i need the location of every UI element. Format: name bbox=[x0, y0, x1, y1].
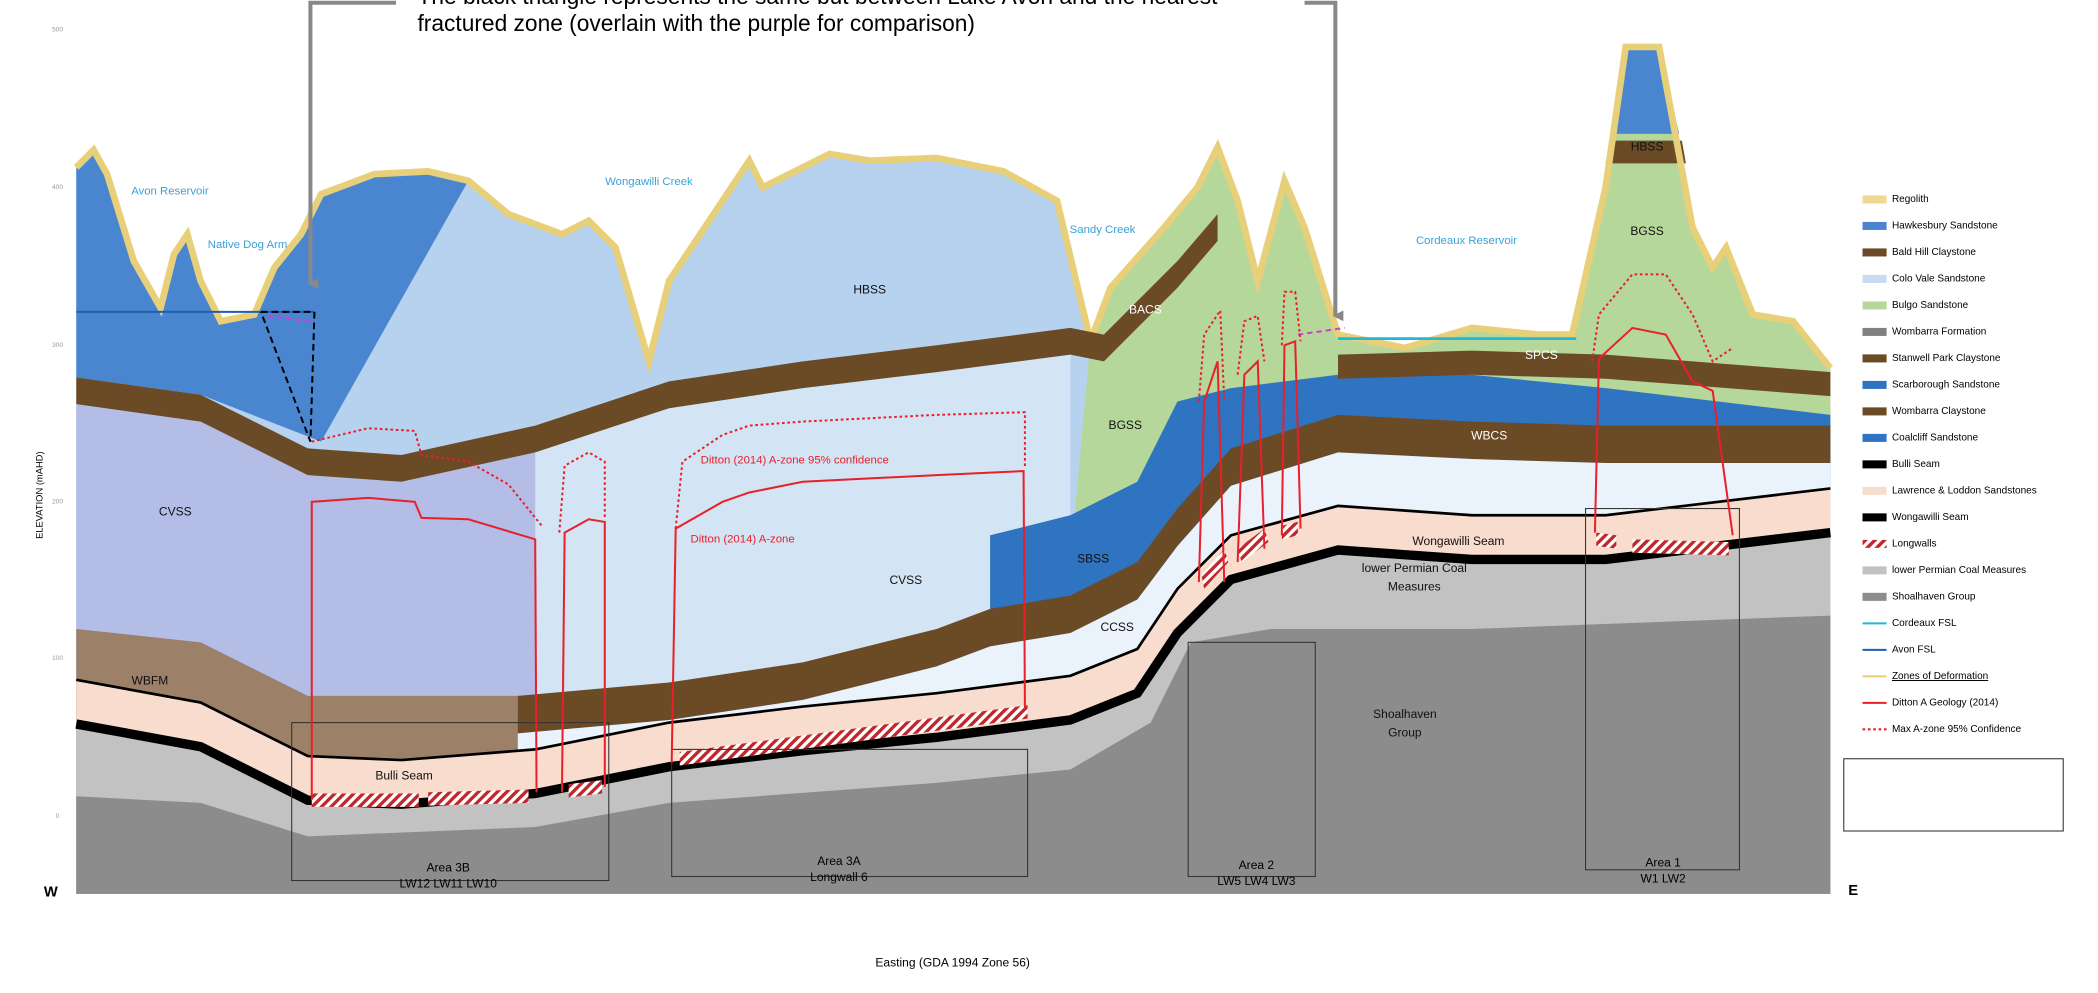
legend-label: Regolith bbox=[1892, 194, 1929, 205]
legend-label: Wombarra Claystone bbox=[1892, 406, 1986, 417]
area-name: Area 2 bbox=[1239, 858, 1275, 872]
zone-label: Ditton (2014) A-zone bbox=[691, 533, 795, 545]
legend-swatch bbox=[1863, 407, 1887, 415]
unit-label: BGSS bbox=[1630, 224, 1663, 238]
legend-swatch bbox=[1863, 222, 1887, 230]
unit-label: Shoalhaven bbox=[1373, 707, 1437, 721]
zone-label: Ditton (2014) A-zone 95% confidence bbox=[701, 454, 889, 466]
legend-label: Bald Hill Claystone bbox=[1892, 247, 1976, 258]
legend-label: Stanwell Park Claystone bbox=[1892, 353, 2001, 364]
page: {"annotation": "The black triangle repre… bbox=[0, 0, 2098, 993]
west: W bbox=[44, 884, 58, 900]
unit-label: SPCS bbox=[1525, 348, 1558, 362]
key-box bbox=[1844, 759, 2063, 831]
y-tick-label: 0 bbox=[56, 813, 60, 820]
longwall bbox=[1596, 533, 1616, 549]
legend-swatch bbox=[1863, 275, 1887, 283]
legend-swatch bbox=[1863, 566, 1887, 574]
area-name: Area 1 bbox=[1645, 855, 1681, 869]
east: E bbox=[1848, 883, 1858, 899]
legend-label: Lawrence & Loddon Sandstones bbox=[1892, 486, 2037, 497]
longwall bbox=[1632, 539, 1728, 555]
legend-label: Max A-zone 95% Confidence bbox=[1892, 724, 2022, 735]
feature-label: Native Dog Arm bbox=[208, 239, 288, 251]
legend-swatch bbox=[1863, 248, 1887, 256]
legend-swatch bbox=[1863, 540, 1887, 548]
feature-label: Sandy Creek bbox=[1070, 224, 1136, 236]
unit-label: WBFM bbox=[131, 673, 168, 687]
y-tick-label: 100 bbox=[52, 655, 63, 662]
legend-label: Ditton A Geology (2014) bbox=[1892, 697, 1998, 708]
legend-label: Cordeaux FSL bbox=[1892, 618, 1957, 629]
feature-label: Avon Reservoir bbox=[131, 185, 209, 197]
legend-label: Wombarra Formation bbox=[1892, 327, 1986, 338]
legend-swatch bbox=[1863, 593, 1887, 601]
unit-label: HBSS bbox=[1631, 139, 1664, 153]
x-axis-label: Easting (GDA 1994 Zone 56) bbox=[875, 956, 1030, 970]
legend-label: Coalcliff Sandstone bbox=[1892, 433, 1979, 444]
unit-label: Measures bbox=[1388, 580, 1441, 594]
legend-label: Longwalls bbox=[1892, 539, 1937, 550]
cross-section: 500 400 300 200 100 0 ELEVATION (mAHD) Easting … bbox=[0, 0, 2098, 993]
legend-swatch bbox=[1863, 354, 1887, 362]
feature-label: Wongawilli Creek bbox=[605, 176, 693, 188]
legend-label: Avon FSL bbox=[1892, 644, 1936, 655]
unit-label: WBCS bbox=[1471, 428, 1507, 442]
unit-label: BGSS bbox=[1109, 418, 1142, 432]
longwall bbox=[312, 794, 419, 807]
unit-label: CVSS bbox=[889, 573, 922, 587]
legend-swatch bbox=[1863, 487, 1887, 495]
area-name: Area 3B bbox=[426, 861, 469, 875]
unit-label: CVSS bbox=[159, 505, 192, 519]
legend-swatch bbox=[1863, 513, 1887, 521]
area-longwalls: LW12 LW11 LW10 bbox=[400, 877, 498, 891]
legend-swatch bbox=[1863, 434, 1887, 442]
unit-label: Group bbox=[1388, 726, 1422, 740]
legend-label: Colo Vale Sandstone bbox=[1892, 274, 1986, 285]
unit-label: HBSS bbox=[853, 283, 886, 297]
legend-label: lower Permian Coal Measures bbox=[1892, 565, 2026, 576]
area-name: Area 3A bbox=[817, 854, 860, 868]
unit-label: CCSS bbox=[1101, 620, 1134, 634]
legend-swatch bbox=[1863, 195, 1887, 203]
legend-label: Wongawilli Seam bbox=[1892, 512, 1969, 523]
legend-swatch bbox=[1863, 460, 1887, 468]
legend-swatch bbox=[1863, 328, 1887, 336]
legend-label: Hawkesbury Sandstone bbox=[1892, 221, 1998, 232]
area-longwalls: Longwall 6 bbox=[810, 870, 868, 884]
annotation-text: The black triangle represents the same b… bbox=[417, 0, 1293, 38]
legend-swatch bbox=[1863, 381, 1887, 389]
legend-label: Bulli Seam bbox=[1892, 459, 1940, 470]
y-tick-label: 400 bbox=[52, 184, 63, 191]
unit-label: SBSS bbox=[1077, 552, 1109, 566]
legend-label: Bulgo Sandstone bbox=[1892, 300, 1969, 311]
longwall bbox=[428, 790, 528, 806]
y-tick-label: 500 bbox=[52, 26, 63, 33]
y-tick-label: 300 bbox=[52, 342, 63, 349]
legend-label: Scarborough Sandstone bbox=[1892, 380, 2000, 391]
unit-label: Bulli Seam bbox=[375, 768, 433, 782]
legend-label: Shoalhaven Group bbox=[1892, 592, 1976, 603]
feature-label: Cordeaux Reservoir bbox=[1416, 235, 1517, 247]
y-axis-label: ELEVATION (mAHD) bbox=[35, 451, 45, 539]
y-tick-label: 200 bbox=[52, 499, 63, 506]
unit-label: Wongawilli Seam bbox=[1412, 534, 1504, 548]
area-longwalls: W1 LW2 bbox=[1641, 871, 1687, 885]
unit-label: lower Permian Coal bbox=[1362, 561, 1467, 575]
unit-label: BACS bbox=[1129, 303, 1162, 317]
area-longwalls: LW5 LW4 LW3 bbox=[1217, 874, 1296, 888]
annotation: The black triangle represents the same b… bbox=[417, 0, 1293, 64]
legend-label: Zones of Deformation bbox=[1892, 671, 1988, 682]
legend-swatch bbox=[1863, 301, 1887, 309]
